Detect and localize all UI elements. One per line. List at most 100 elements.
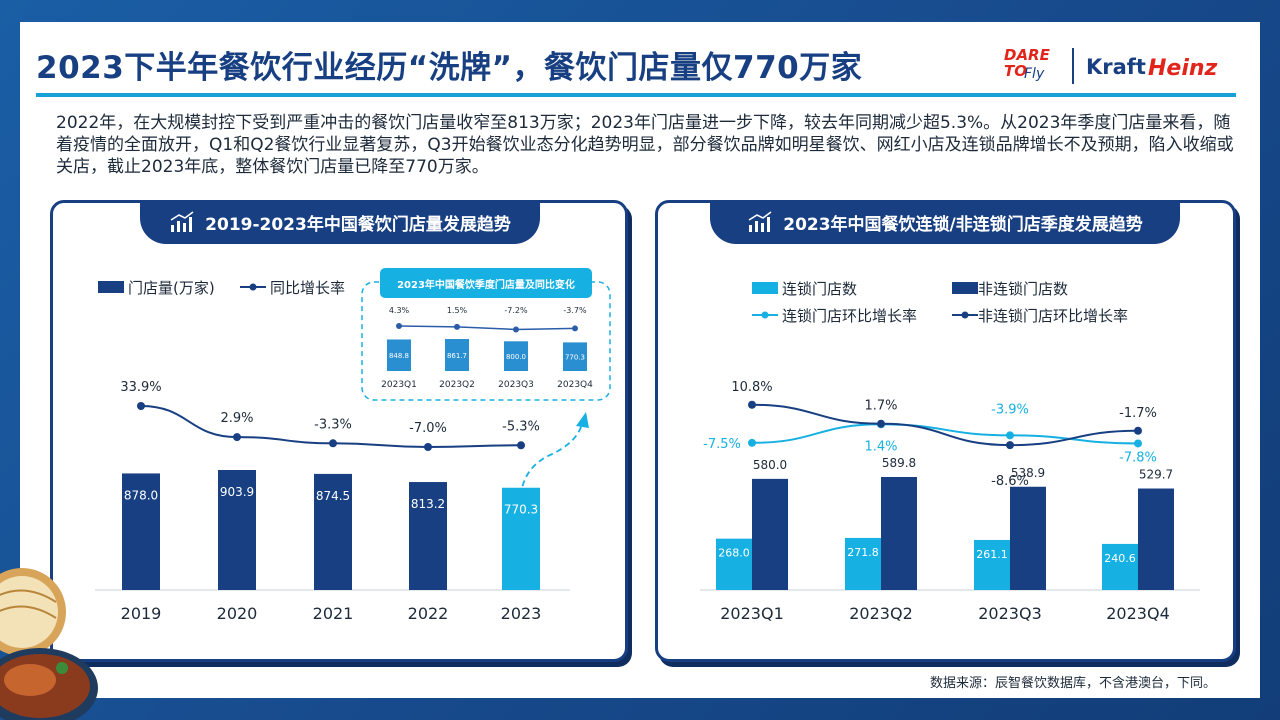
logo-heinz: Heinz [1148,56,1218,81]
nonchain-bar-2023Q3 [1010,486,1046,590]
bar-2023 [502,487,540,590]
x-tick-label: 2023Q3 [978,604,1042,623]
inset-bar-label: 861.7 [447,352,467,360]
x-tick-label: 2019 [121,604,162,623]
nonchain-rate-line [751,403,1139,447]
inset-x-tick-label: 2023Q1 [381,380,417,390]
chain-bar-2023Q2 [845,537,881,590]
logo-dare: DARE [1004,46,1051,64]
inset-rate-label: -3.7% [563,306,587,315]
inset-x-tick-label: 2023Q2 [439,380,475,390]
legend-label-chain-rate: 连锁门店环比增长率 [782,307,917,325]
legend-label-bars: 门店量(万家) [128,279,215,297]
title-underline [36,93,1236,97]
inset-callout-arrowhead [576,412,589,428]
x-tick-label: 2023Q2 [849,604,913,623]
legend-swatch-nonchain-rate-dot [961,311,969,319]
inset-rate-label: -7.2% [504,306,528,315]
legend-label-nonchain: 非连锁门店数 [978,280,1068,298]
legend-label-nonchain-rate: 非连锁门店环比增长率 [978,307,1128,325]
left-chart-title: 2019-2023年中国餐饮门店量发展趋势 [205,214,511,235]
inset-callout-arrow [520,423,583,497]
left-chart-marks: 878.0 2019 903.9 2020 874.5 2021 813.2 2022 770.… [120,380,541,623]
inset-bar-2023Q1 [387,339,411,371]
nonchain-bar-label: 580.0 [753,458,787,472]
nonchain-bar-2023Q4 [1138,488,1174,590]
nonchain-rate-label: -1.7% [1119,406,1157,421]
growth-rate-line [140,405,522,449]
logo-to: TO [1004,62,1027,80]
inset-chart-marks: 848.8 2023Q1 861.7 2023Q2 800.0 2023Q3 770.3 20… [381,306,593,390]
nonchain-rate-point [1006,441,1014,450]
nonchain-bar-2023Q2 [881,477,917,590]
x-tick-label: 2023Q4 [1106,604,1170,623]
inset-title: 2023年中国餐饮季度门店量及同比变化 [397,278,575,291]
logo-kraft: Kraft [1086,55,1146,79]
inset-x-tick-label: 2023Q3 [498,380,534,390]
bar-2021 [314,473,352,590]
chain-rate-label: -7.5% [703,437,741,452]
legend-label-line: 同比增长率 [270,279,345,297]
inset-bar-label: 800.0 [506,353,526,361]
chain-rate-point [1134,439,1142,448]
nonchain-bar-label: 538.9 [1011,466,1045,480]
chain-bar-2023Q4 [1102,543,1138,590]
nonchain-rate-label: 10.8% [731,380,772,395]
brand-logo: DARE TO Fly Kraft Heinz [1004,46,1218,84]
chain-bar-label: 271.8 [847,546,879,559]
growth-rate-label: 2.9% [220,411,253,426]
inset-bar-label: 848.8 [389,352,409,360]
nonchain-rate-point [877,419,885,428]
inset-bar-2023Q3 [504,341,528,371]
chain-bar-2023Q1 [716,538,752,590]
growth-rate-label: -5.3% [502,419,540,434]
bar-2022 [409,482,447,590]
inset-rate-point [572,325,578,332]
inset-rate-point [454,323,460,330]
growth-rate-label: 33.9% [120,380,161,395]
bar-2019 [122,473,160,590]
bar-label: 878.0 [124,488,158,502]
inset-bar-2023Q2 [445,339,469,371]
inset-rate-label: 1.5% [447,306,468,315]
growth-rate-point [137,402,145,410]
x-tick-label: 2023Q1 [720,604,784,623]
logo-divider [1072,48,1074,84]
nonchain-rate-point [1134,426,1142,435]
inset-rate-line [398,325,576,331]
x-tick-label: 2021 [313,604,354,623]
inset-rate-point [396,323,402,329]
x-tick-label: 2023 [501,604,542,623]
food-illustration [0,568,98,720]
x-tick-label: 2020 [217,604,258,623]
legend-swatch-line-dot [249,283,257,291]
chain-bar-label: 240.6 [1104,552,1136,565]
legend-label-chain: 连锁门店数 [782,280,857,298]
chain-rate-point [1006,431,1014,440]
chart-trend-icon [748,211,772,232]
inset-rate-label: 4.3% [389,306,410,315]
legend-swatch-nonchain [952,282,978,294]
growth-rate-point [517,441,525,450]
chain-rate-label: -3.9% [991,402,1029,417]
chain-rate-label: 1.4% [864,439,897,454]
growth-rate-point [424,443,432,451]
right-chart-title-tab: 2023年中国餐饮连锁/非连锁门店季度发展趋势 [710,200,1180,244]
chain-rate-point [748,438,756,447]
nonchain-bar-2023Q1 [752,478,788,590]
bar-label: 903.9 [220,485,254,499]
logo-fly: Fly [1024,66,1045,82]
legend-swatch-chain-rate-dot [761,311,769,319]
bar-2020 [218,470,256,590]
nonchain-bar-label: 529.7 [1139,468,1173,482]
legend-swatch-bars [98,281,124,293]
right-chart-title: 2023年中国餐饮连锁/非连锁门店季度发展趋势 [783,214,1143,235]
bar-label: 813.2 [411,497,445,511]
nonchain-rate-label: -8.6% [991,474,1029,489]
inset-rate-point [513,326,519,333]
nonchain-bar-label: 589.8 [882,456,916,470]
inset-bar-label: 770.3 [565,354,585,362]
inset-bar-2023Q4 [563,342,587,371]
nonchain-rate-point [748,400,756,409]
